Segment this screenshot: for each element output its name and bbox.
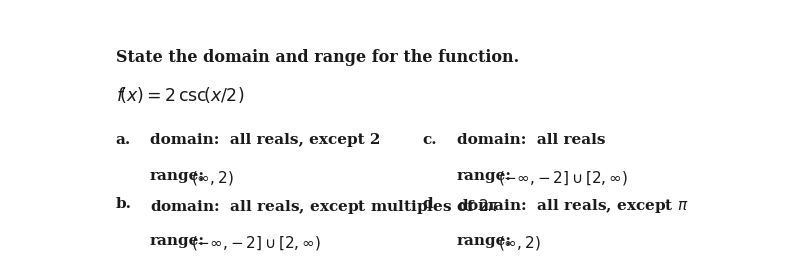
Text: $(-\infty,{-}\,2] \cup [2, \infty)$: $(-\infty,{-}\,2] \cup [2, \infty)$	[498, 169, 628, 187]
Text: range:: range:	[150, 234, 205, 248]
Text: a.: a.	[115, 133, 130, 147]
Text: $\left(\infty, 2\right)$: $\left(\infty, 2\right)$	[191, 169, 234, 187]
Text: b.: b.	[115, 197, 131, 211]
Text: $(-\infty,{-}\,2] \cup [2, \infty)$: $(-\infty,{-}\,2] \cup [2, \infty)$	[191, 234, 321, 252]
Text: domain:  all reals, except multiples of $2\pi$: domain: all reals, except multiples of $…	[150, 197, 499, 216]
Text: domain:  all reals, except $\pi$: domain: all reals, except $\pi$	[457, 197, 688, 215]
Text: range:: range:	[457, 169, 511, 183]
Text: $\mathit{f}\!\left(\mathit{x}\right) = 2\,\mathrm{csc}\!\left(\mathit{x}/2\right: $\mathit{f}\!\left(\mathit{x}\right) = 2…	[115, 85, 244, 105]
Text: c.: c.	[422, 133, 437, 147]
Text: range:: range:	[150, 169, 205, 183]
Text: range:: range:	[457, 234, 511, 248]
Text: d.: d.	[422, 197, 438, 211]
Text: State the domain and range for the function.: State the domain and range for the funct…	[115, 49, 518, 66]
Text: domain:  all reals, except 2: domain: all reals, except 2	[150, 133, 380, 147]
Text: $\left(\infty, 2\right)$: $\left(\infty, 2\right)$	[498, 234, 541, 252]
Text: domain:  all reals: domain: all reals	[457, 133, 605, 147]
